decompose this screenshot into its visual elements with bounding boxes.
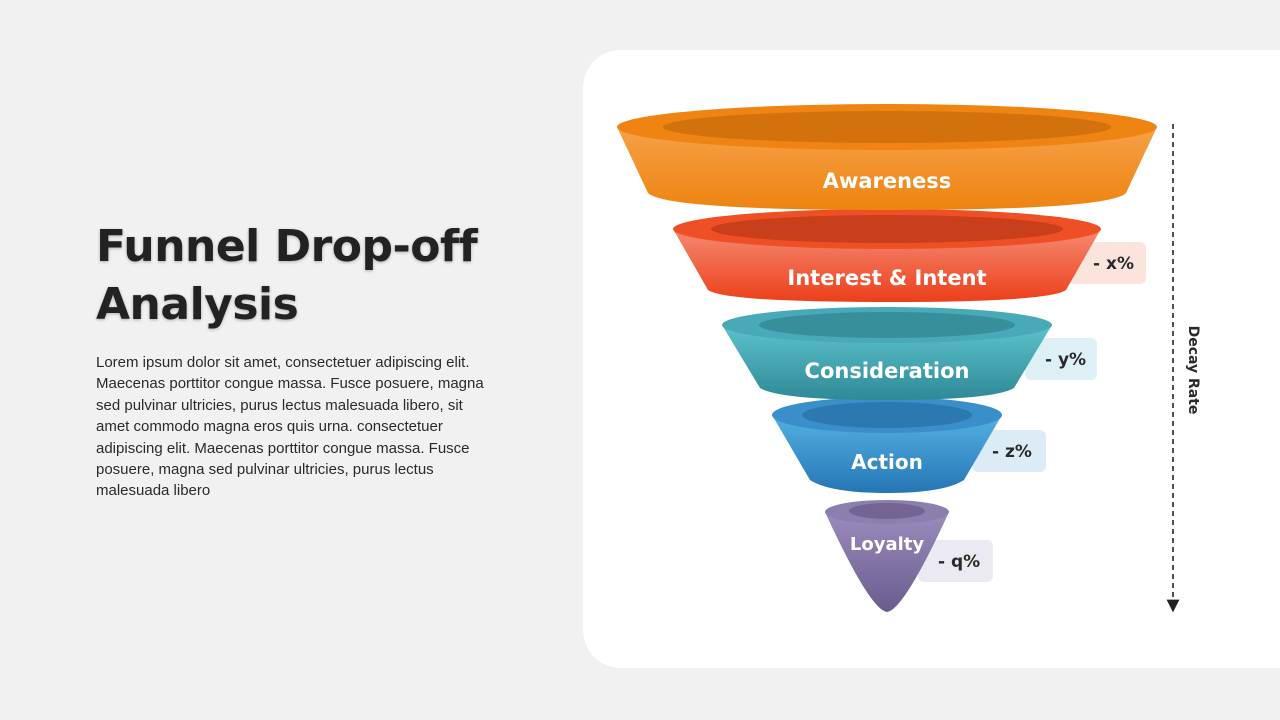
drop-badge-3-text: - z% bbox=[992, 442, 1032, 462]
drop-badge-1-text: - x% bbox=[1093, 254, 1134, 274]
drop-badge-4-text: - q% bbox=[938, 552, 980, 572]
funnel-stage-action: Action bbox=[772, 397, 1002, 493]
slide-title: Funnel Drop-off Analysis bbox=[96, 221, 478, 330]
funnel-stage-interest: Interest & Intent bbox=[673, 209, 1101, 302]
drop-badge-4: - q% bbox=[918, 540, 993, 582]
stage-label-consideration: Consideration bbox=[805, 359, 970, 383]
drop-badge-2-text: - y% bbox=[1045, 350, 1086, 370]
stage-label-loyalty: Loyalty bbox=[850, 534, 924, 555]
stage-label-awareness: Awareness bbox=[823, 169, 952, 193]
stage-label-action: Action bbox=[851, 450, 923, 474]
funnel-stage-consideration: Consideration bbox=[722, 307, 1052, 400]
decay-rate-label: Decay Rate bbox=[1185, 326, 1201, 415]
stage-label-interest: Interest & Intent bbox=[787, 266, 986, 290]
funnel-stage-awareness: Awareness bbox=[617, 104, 1157, 210]
funnel-stage-loyalty: Loyalty bbox=[825, 500, 949, 612]
decay-rate-axis: Decay Rate bbox=[1166, 124, 1201, 613]
drop-badge-2: - y% bbox=[1025, 338, 1097, 380]
slide-body-text: Lorem ipsum dolor sit amet, consectetuer… bbox=[96, 354, 484, 500]
drop-badge-3: - z% bbox=[972, 430, 1046, 472]
